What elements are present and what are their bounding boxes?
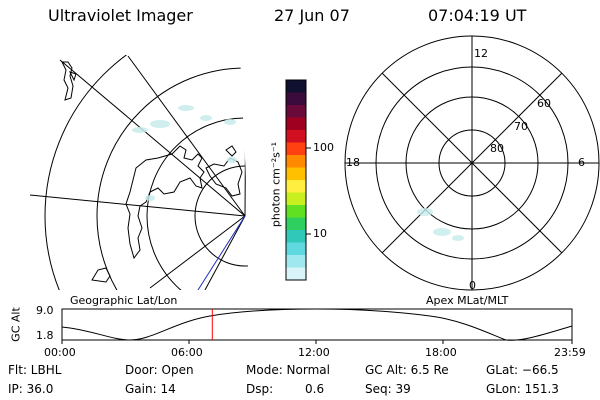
colorbar-swatch (286, 130, 306, 143)
colorbar-swatch (286, 217, 306, 231)
colorbar-swatch (286, 80, 306, 93)
altitude-xtick: 23:59 (554, 346, 586, 359)
altitude-ymax: 9.0 (36, 304, 54, 317)
info-seq: Seq: 39 (365, 382, 411, 396)
altitude-xtick: 18:00 (425, 346, 457, 359)
info-glat: GLat: −66.5 (486, 363, 559, 377)
apex-caption: Apex MLat/MLT (426, 294, 509, 307)
info-dsp-label: Dsp: (246, 382, 274, 396)
date-label: 27 Jun 07 (274, 6, 350, 25)
info-gc-alt: GC Alt: 6.5 Re (365, 363, 449, 377)
info-gain: Gain: 14 (125, 382, 176, 396)
colorbar-swatch (286, 180, 306, 193)
colorbar-tick-10: 10 (313, 227, 327, 240)
colorbar-tick-100: 100 (313, 141, 334, 154)
colorbar-swatch (286, 230, 306, 243)
altitude-plot (61, 308, 573, 344)
info-mode: Mode: Normal (246, 363, 330, 377)
mlat-label-70: 70 (514, 120, 528, 133)
info-flt: Flt: LBHL (8, 363, 62, 377)
geographic-caption: Geographic Lat/Lon (70, 294, 178, 307)
info-door: Door: Open (125, 363, 194, 377)
mlt-label-18: 18 (346, 156, 360, 169)
colorbar-unit-label: photon cm⁻²s⁻¹ (269, 141, 283, 228)
altitude-xtick: 12:00 (298, 346, 330, 359)
mlat-label-60: 60 (537, 97, 551, 110)
colorbar-swatch (286, 117, 306, 131)
altitude-ylabel: GC Alt (9, 307, 23, 342)
mlt-label-6: 6 (578, 156, 585, 169)
mlt-label-12: 12 (474, 47, 488, 60)
colorbar-swatch (286, 142, 306, 156)
colorbar (285, 79, 311, 281)
colorbar-swatch (286, 205, 306, 218)
colorbar-swatch (286, 155, 306, 168)
colorbar-swatch (286, 242, 306, 256)
info-glon: GLon: 151.3 (486, 382, 559, 396)
colorbar-swatch (286, 267, 306, 281)
colorbar-swatch (286, 167, 306, 181)
mlt-label-0: 0 (469, 279, 476, 292)
info-dsp-value: 0.6 (305, 382, 325, 396)
altitude-ymin: 1.8 (36, 329, 54, 342)
colorbar-swatch (286, 255, 306, 268)
altitude-xtick: 00:00 (44, 346, 76, 359)
altitude-xtick: 06:00 (171, 346, 203, 359)
polar-plot (344, 35, 600, 291)
info-ip: IP: 36.0 (8, 382, 54, 396)
time-label: 07:04:19 UT (428, 6, 527, 25)
app-title: Ultraviolet Imager (48, 6, 193, 25)
colorbar-swatch (286, 92, 306, 106)
mlat-label-80: 80 (490, 142, 504, 155)
colorbar-swatch (286, 192, 306, 206)
colorbar-swatch (286, 105, 306, 118)
